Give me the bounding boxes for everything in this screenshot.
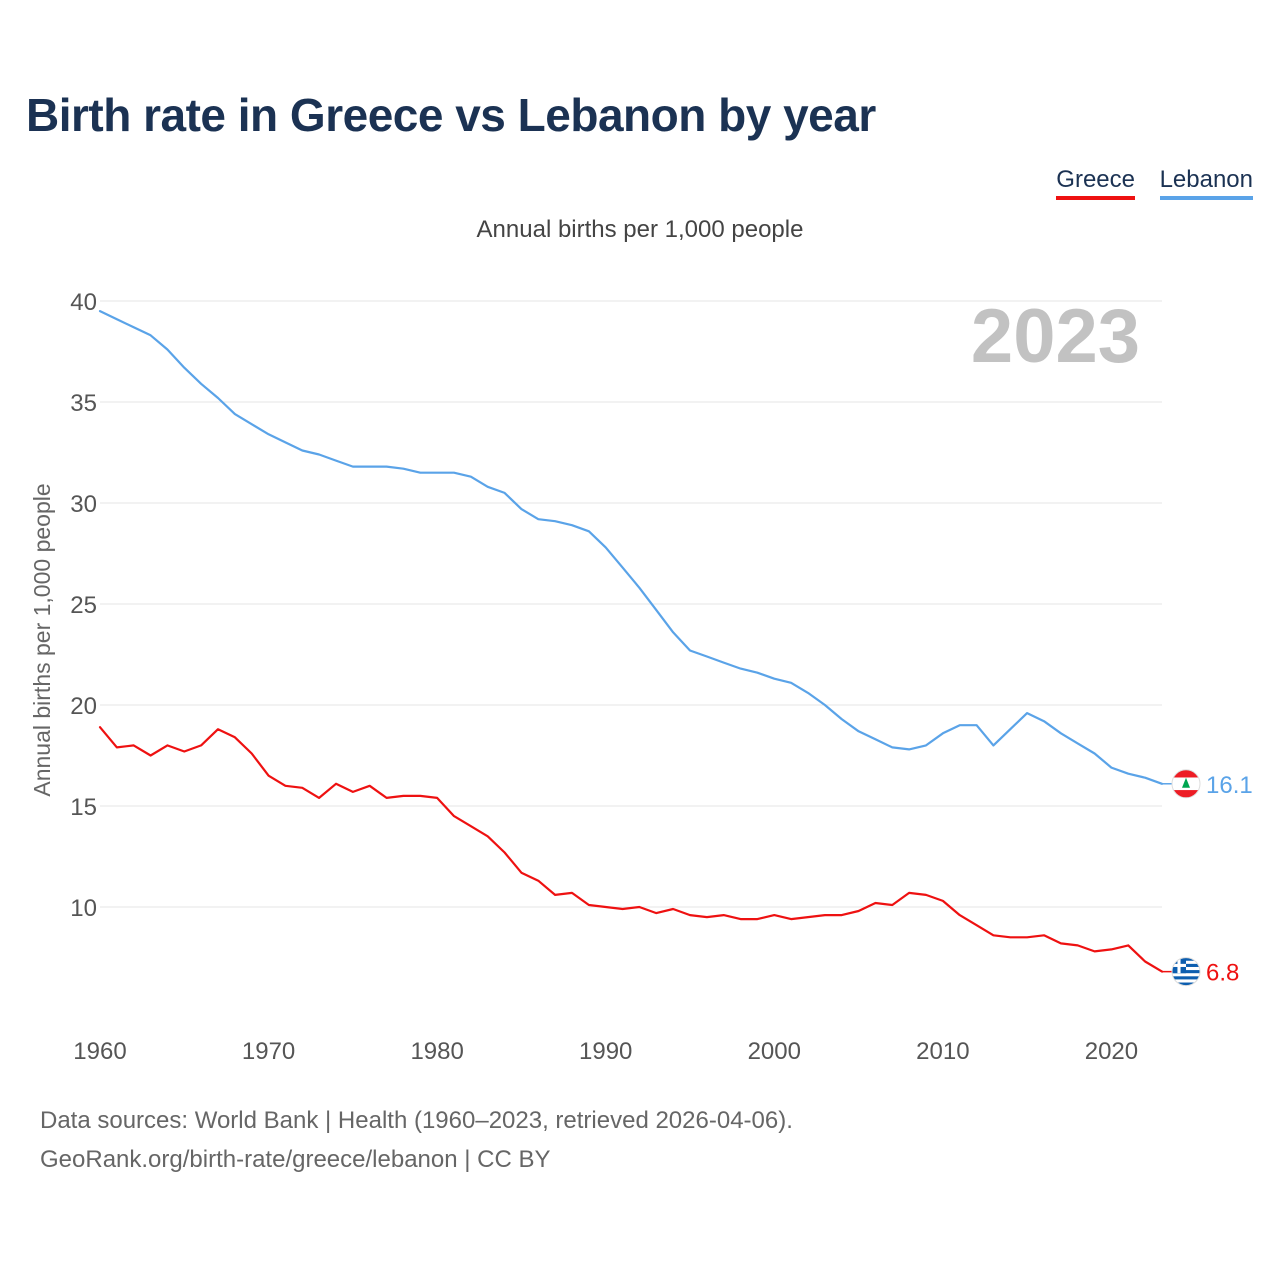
y-tick-label: 20 [70,693,97,720]
y-tick-label: 25 [70,592,97,619]
end-markers: 6.8 16.1 [1162,769,1253,987]
source-url[interactable]: GeoRank.org/birth-rate/greece/lebanon | … [40,1146,551,1173]
y-tick-label: 15 [70,794,97,821]
x-tick-label: 2020 [1085,1038,1138,1065]
chart-subtitle: Annual births per 1,000 people [476,216,804,243]
x-tick-label: 2010 [916,1038,969,1065]
y-axis-label: Annual births per 1,000 people [29,483,55,796]
legend-item-greece[interactable]: Greece [1056,166,1135,200]
y-tick-label: 30 [70,491,97,518]
greece-flag-icon [1171,957,1201,987]
end-value-label-lebanon: 16.1 [1206,772,1253,799]
grid-lines [100,300,1162,908]
x-tick-label: 1990 [579,1038,632,1065]
series-lines [98,310,1164,973]
year-watermark: 2023 [971,294,1140,379]
y-tick-label: 35 [70,390,97,417]
series-line-greece [98,726,1164,973]
end-value-label-greece: 6.8 [1206,960,1239,987]
x-tick-label: 2000 [748,1038,801,1065]
x-tick-label: 1960 [73,1038,126,1065]
lebanon-flag-icon [1171,769,1201,799]
chart-title: Birth rate in Greece vs Lebanon by year [26,89,876,141]
source-note: Data sources: World Bank | Health (1960–… [40,1107,793,1134]
x-tick-label: 1980 [410,1038,463,1065]
x-tick-label: 1970 [242,1038,295,1065]
x-axis-ticks: 1960 1970 1980 1990 2000 2010 2020 [73,1038,1138,1065]
y-tick-label: 10 [70,895,97,922]
series-line-lebanon [98,310,1164,785]
y-tick-label: 40 [70,289,97,316]
legend-item-lebanon[interactable]: Lebanon [1159,166,1253,200]
y-axis-ticks: 10 15 20 25 30 35 40 [70,289,97,922]
